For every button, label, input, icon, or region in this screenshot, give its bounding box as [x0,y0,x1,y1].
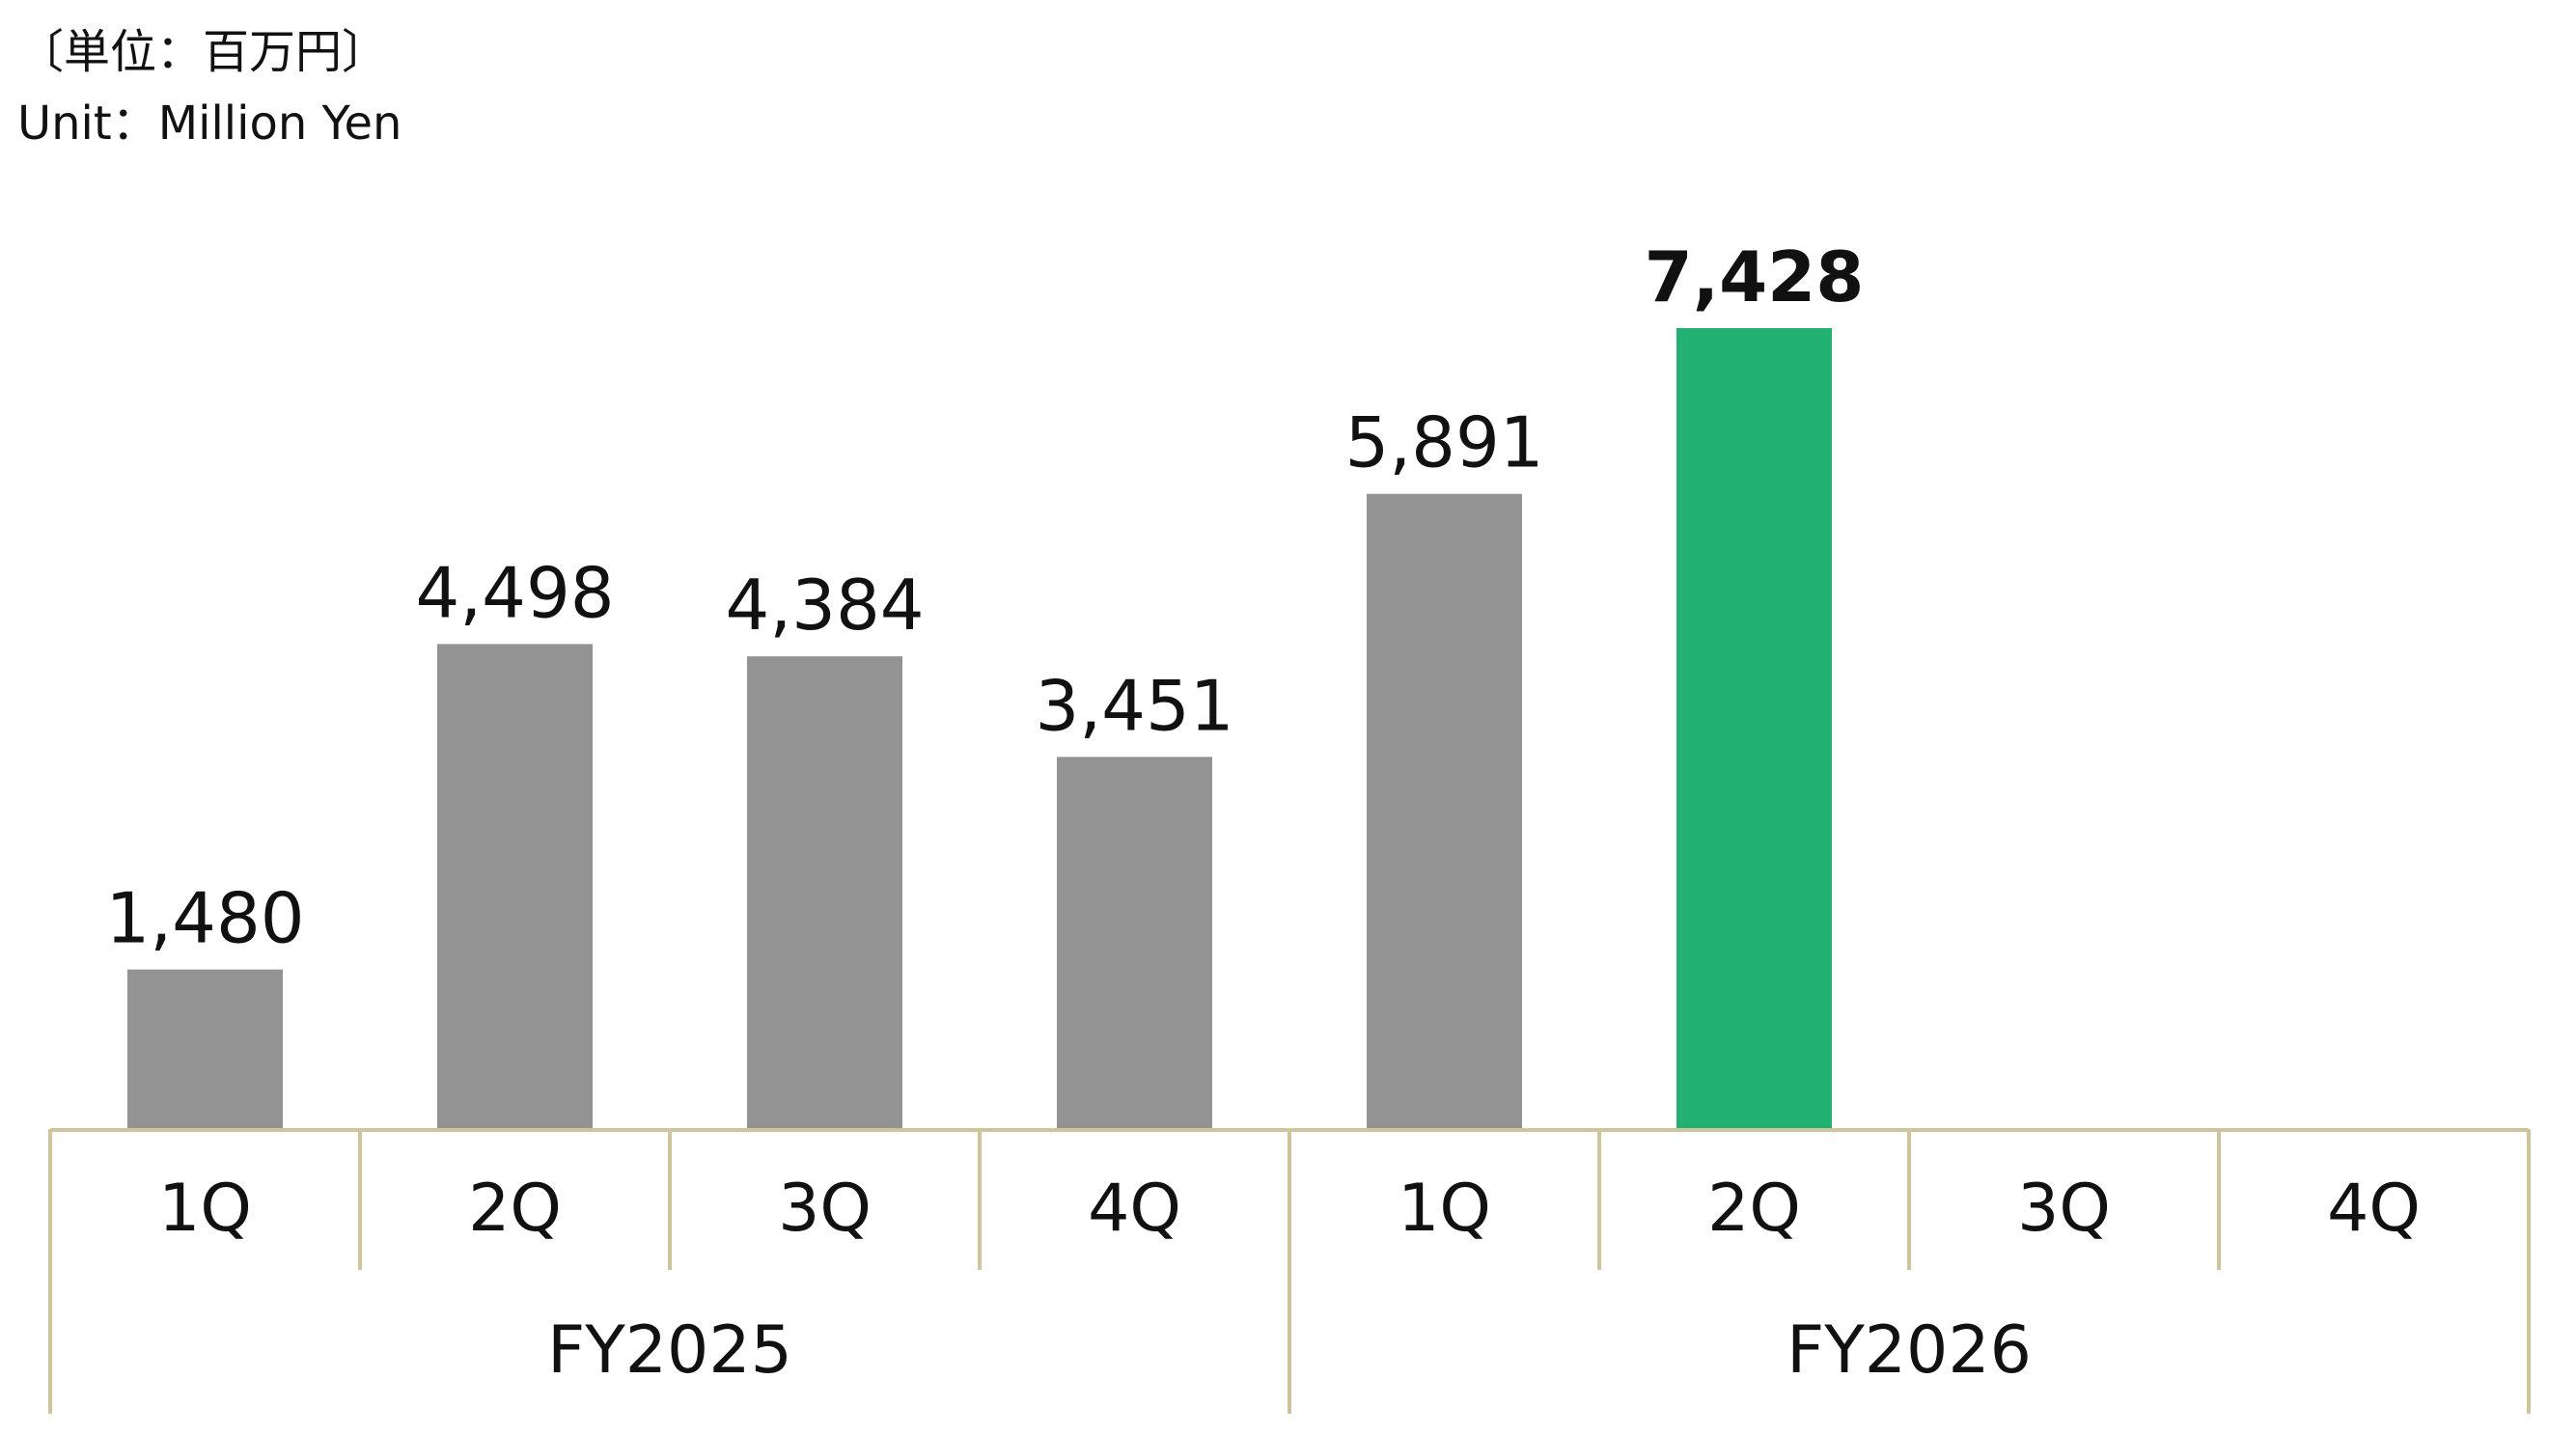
category-tick-label: 1Q [1398,1171,1491,1247]
category-tick-label: 4Q [2327,1171,2421,1247]
category-tick-label: 2Q [1707,1171,1801,1247]
data-label: 4,384 [725,565,924,646]
bar [1676,328,1832,1129]
bar [437,644,593,1129]
category-tick-label: 3Q [778,1171,872,1247]
data-label: 1,480 [105,878,304,959]
data-label: 5,891 [1344,402,1543,483]
unit-label-english: Unit：Million Yen [17,97,402,151]
bar [1367,493,1522,1129]
data-label: 3,451 [1035,665,1233,746]
bar [747,656,902,1129]
data-label: 7,428 [1645,236,1865,317]
bar [127,969,283,1129]
fiscal-year-group-label: FY2025 [547,1312,792,1389]
category-tick-label: 1Q [158,1171,252,1247]
category-tick-label: 2Q [468,1171,562,1247]
category-tick-label: 3Q [2017,1171,2111,1247]
unit-label-japanese: 〔単位：百万円〕 [17,25,389,79]
fiscal-year-group-label: FY2026 [1787,1312,2032,1389]
data-label: 4,498 [415,552,614,633]
bar [1057,757,1212,1129]
category-tick-label: 4Q [1088,1171,1181,1247]
